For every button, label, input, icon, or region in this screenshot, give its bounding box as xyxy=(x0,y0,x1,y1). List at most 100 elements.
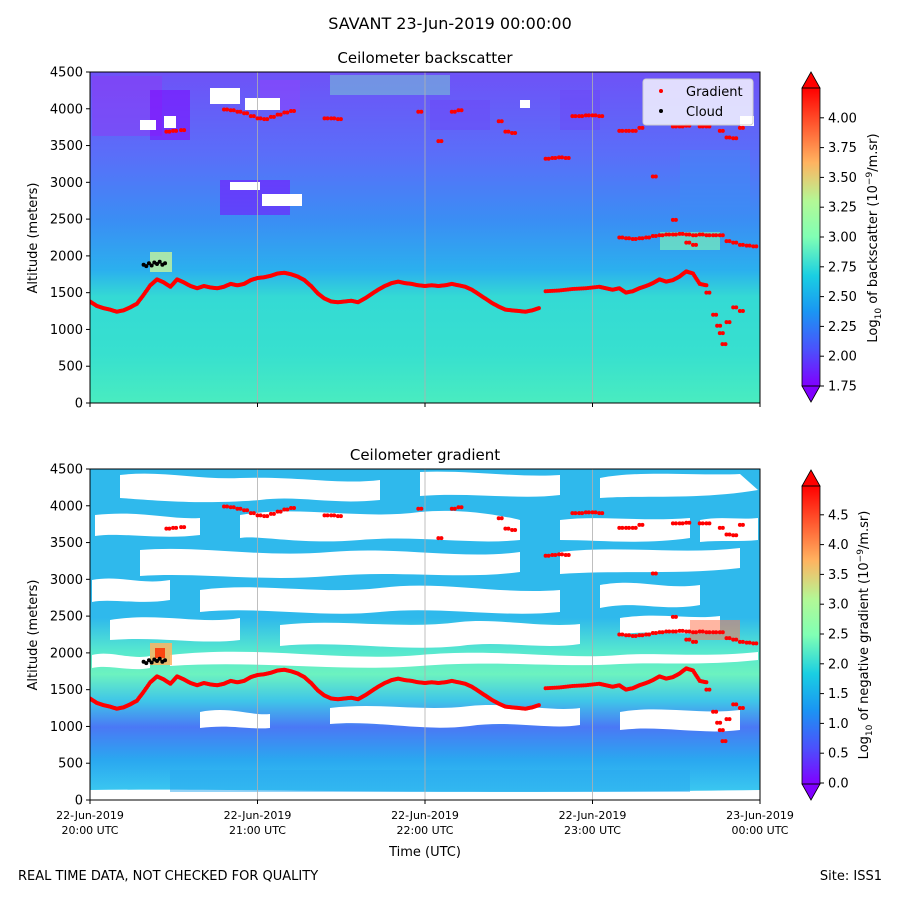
gradient-point xyxy=(590,113,595,118)
gradient-point xyxy=(740,706,745,711)
gradient-point xyxy=(553,553,558,558)
gradient-point xyxy=(667,232,672,237)
gradient-point xyxy=(711,233,716,238)
gradient-point xyxy=(734,305,739,310)
gradient-point xyxy=(687,629,692,634)
gradient-point xyxy=(222,107,226,112)
y-tick-label: 2500 xyxy=(50,610,83,625)
colorbar-tick-label: 0.0 xyxy=(828,777,849,792)
gradient-point xyxy=(691,639,695,644)
gradient-point xyxy=(657,630,662,635)
gradient-point xyxy=(717,728,722,733)
gradient-point xyxy=(452,506,457,511)
gradient-point xyxy=(242,111,247,116)
gradient-point xyxy=(704,521,709,526)
gradient-point xyxy=(271,114,276,119)
gradient-point xyxy=(245,508,250,513)
gradient-point xyxy=(724,532,729,537)
gradient-point xyxy=(633,525,638,530)
gradient-point xyxy=(724,135,729,140)
gradient-point xyxy=(640,125,645,130)
gradient-point xyxy=(715,720,720,725)
y-tick-label: 3500 xyxy=(50,139,83,154)
y-tick-label: 2500 xyxy=(50,213,83,228)
gradient-point xyxy=(697,629,702,634)
gradient-point xyxy=(182,128,187,133)
gradient-point xyxy=(325,116,330,121)
gradient-point xyxy=(566,553,571,558)
colorbar-tick-label: 4.5 xyxy=(828,508,849,523)
gradient-point xyxy=(416,506,421,511)
gradient-point xyxy=(510,528,515,533)
gradient-point xyxy=(510,131,515,136)
gradient-colorbar-ticks: 0.0 0.5 1.0 1.5 2.0 2.5 3.0 3.5 4.0 4.5 xyxy=(820,508,849,792)
backscatter-x-axis xyxy=(89,403,761,407)
gradient-point xyxy=(718,720,723,725)
gradient-point xyxy=(338,117,343,122)
legend-gradient-label: Gradient xyxy=(686,85,743,100)
colorbar-tick-label: 2.5 xyxy=(828,628,849,643)
gradient-point xyxy=(704,680,709,685)
gradient-point xyxy=(593,113,598,118)
gradient-point xyxy=(747,243,752,248)
gradient-point xyxy=(737,522,742,527)
gradient-point xyxy=(657,233,662,238)
gradient-point xyxy=(271,511,276,516)
y-tick-label: 500 xyxy=(58,360,83,375)
x-tick-date: 22-Jun-2019 xyxy=(56,809,124,822)
gradient-point xyxy=(714,233,719,238)
gradient-point xyxy=(673,232,678,237)
colorbar-tick-label: 3.5 xyxy=(828,568,849,583)
gradient-point xyxy=(593,510,598,515)
gradient-markers xyxy=(90,504,759,744)
gradient-point xyxy=(734,702,739,707)
cloud-point xyxy=(155,658,159,663)
gradient-point xyxy=(751,641,756,646)
gradient-point xyxy=(720,525,725,530)
gradient-point xyxy=(546,553,551,558)
gradient-point xyxy=(754,641,759,646)
backscatter-markers xyxy=(90,107,759,347)
y-tick-label: 1500 xyxy=(50,683,83,698)
x-axis-label: Time (UTC) xyxy=(388,845,461,860)
gradient-point xyxy=(557,155,561,160)
gradient-point xyxy=(687,232,692,237)
gradient-plot-title: Ceilometer gradient xyxy=(349,446,501,464)
gradient-point xyxy=(167,129,172,134)
gradient-point xyxy=(624,525,628,530)
y-tick-label: 500 xyxy=(58,757,83,772)
backscatter-plot: 0 500 1000 1500 2000 2500 3000 3500 4000 4500 Gra… xyxy=(26,66,884,412)
gradient-point xyxy=(694,630,698,635)
gradient-point xyxy=(694,233,698,238)
gradient-point xyxy=(285,110,290,115)
legend-cloud-label: Cloud xyxy=(686,105,723,120)
gradient-point xyxy=(727,717,732,722)
gradient-point xyxy=(717,331,722,336)
gradient-point xyxy=(506,129,511,134)
gradient-point xyxy=(744,640,749,645)
gradient-point xyxy=(459,505,464,510)
gradient-point xyxy=(720,342,725,347)
legend-cloud-marker xyxy=(659,109,663,113)
gradient-point xyxy=(231,108,236,113)
gradient-point xyxy=(627,128,631,133)
gradient-point xyxy=(167,526,172,531)
cloud-point xyxy=(146,658,151,663)
gradient-texture-hot xyxy=(150,620,740,792)
gradient-point xyxy=(653,631,658,636)
colorbar-tick-label: 0.5 xyxy=(828,747,849,762)
gradient-point xyxy=(717,525,722,530)
gradient-point xyxy=(456,108,461,113)
gradient-point xyxy=(557,552,561,557)
gradient-point xyxy=(179,128,184,133)
gradient-point xyxy=(338,514,343,519)
gradient-point xyxy=(550,553,555,558)
x-tick-time: 20:00 UTC xyxy=(61,824,118,837)
gradient-point xyxy=(633,128,638,133)
y-tick-label: 2000 xyxy=(50,646,83,661)
gradient-point xyxy=(513,528,518,533)
gradient-point xyxy=(164,129,169,134)
gradient-point xyxy=(179,525,184,530)
gradient-point xyxy=(744,243,749,248)
gradient-point xyxy=(644,235,649,240)
